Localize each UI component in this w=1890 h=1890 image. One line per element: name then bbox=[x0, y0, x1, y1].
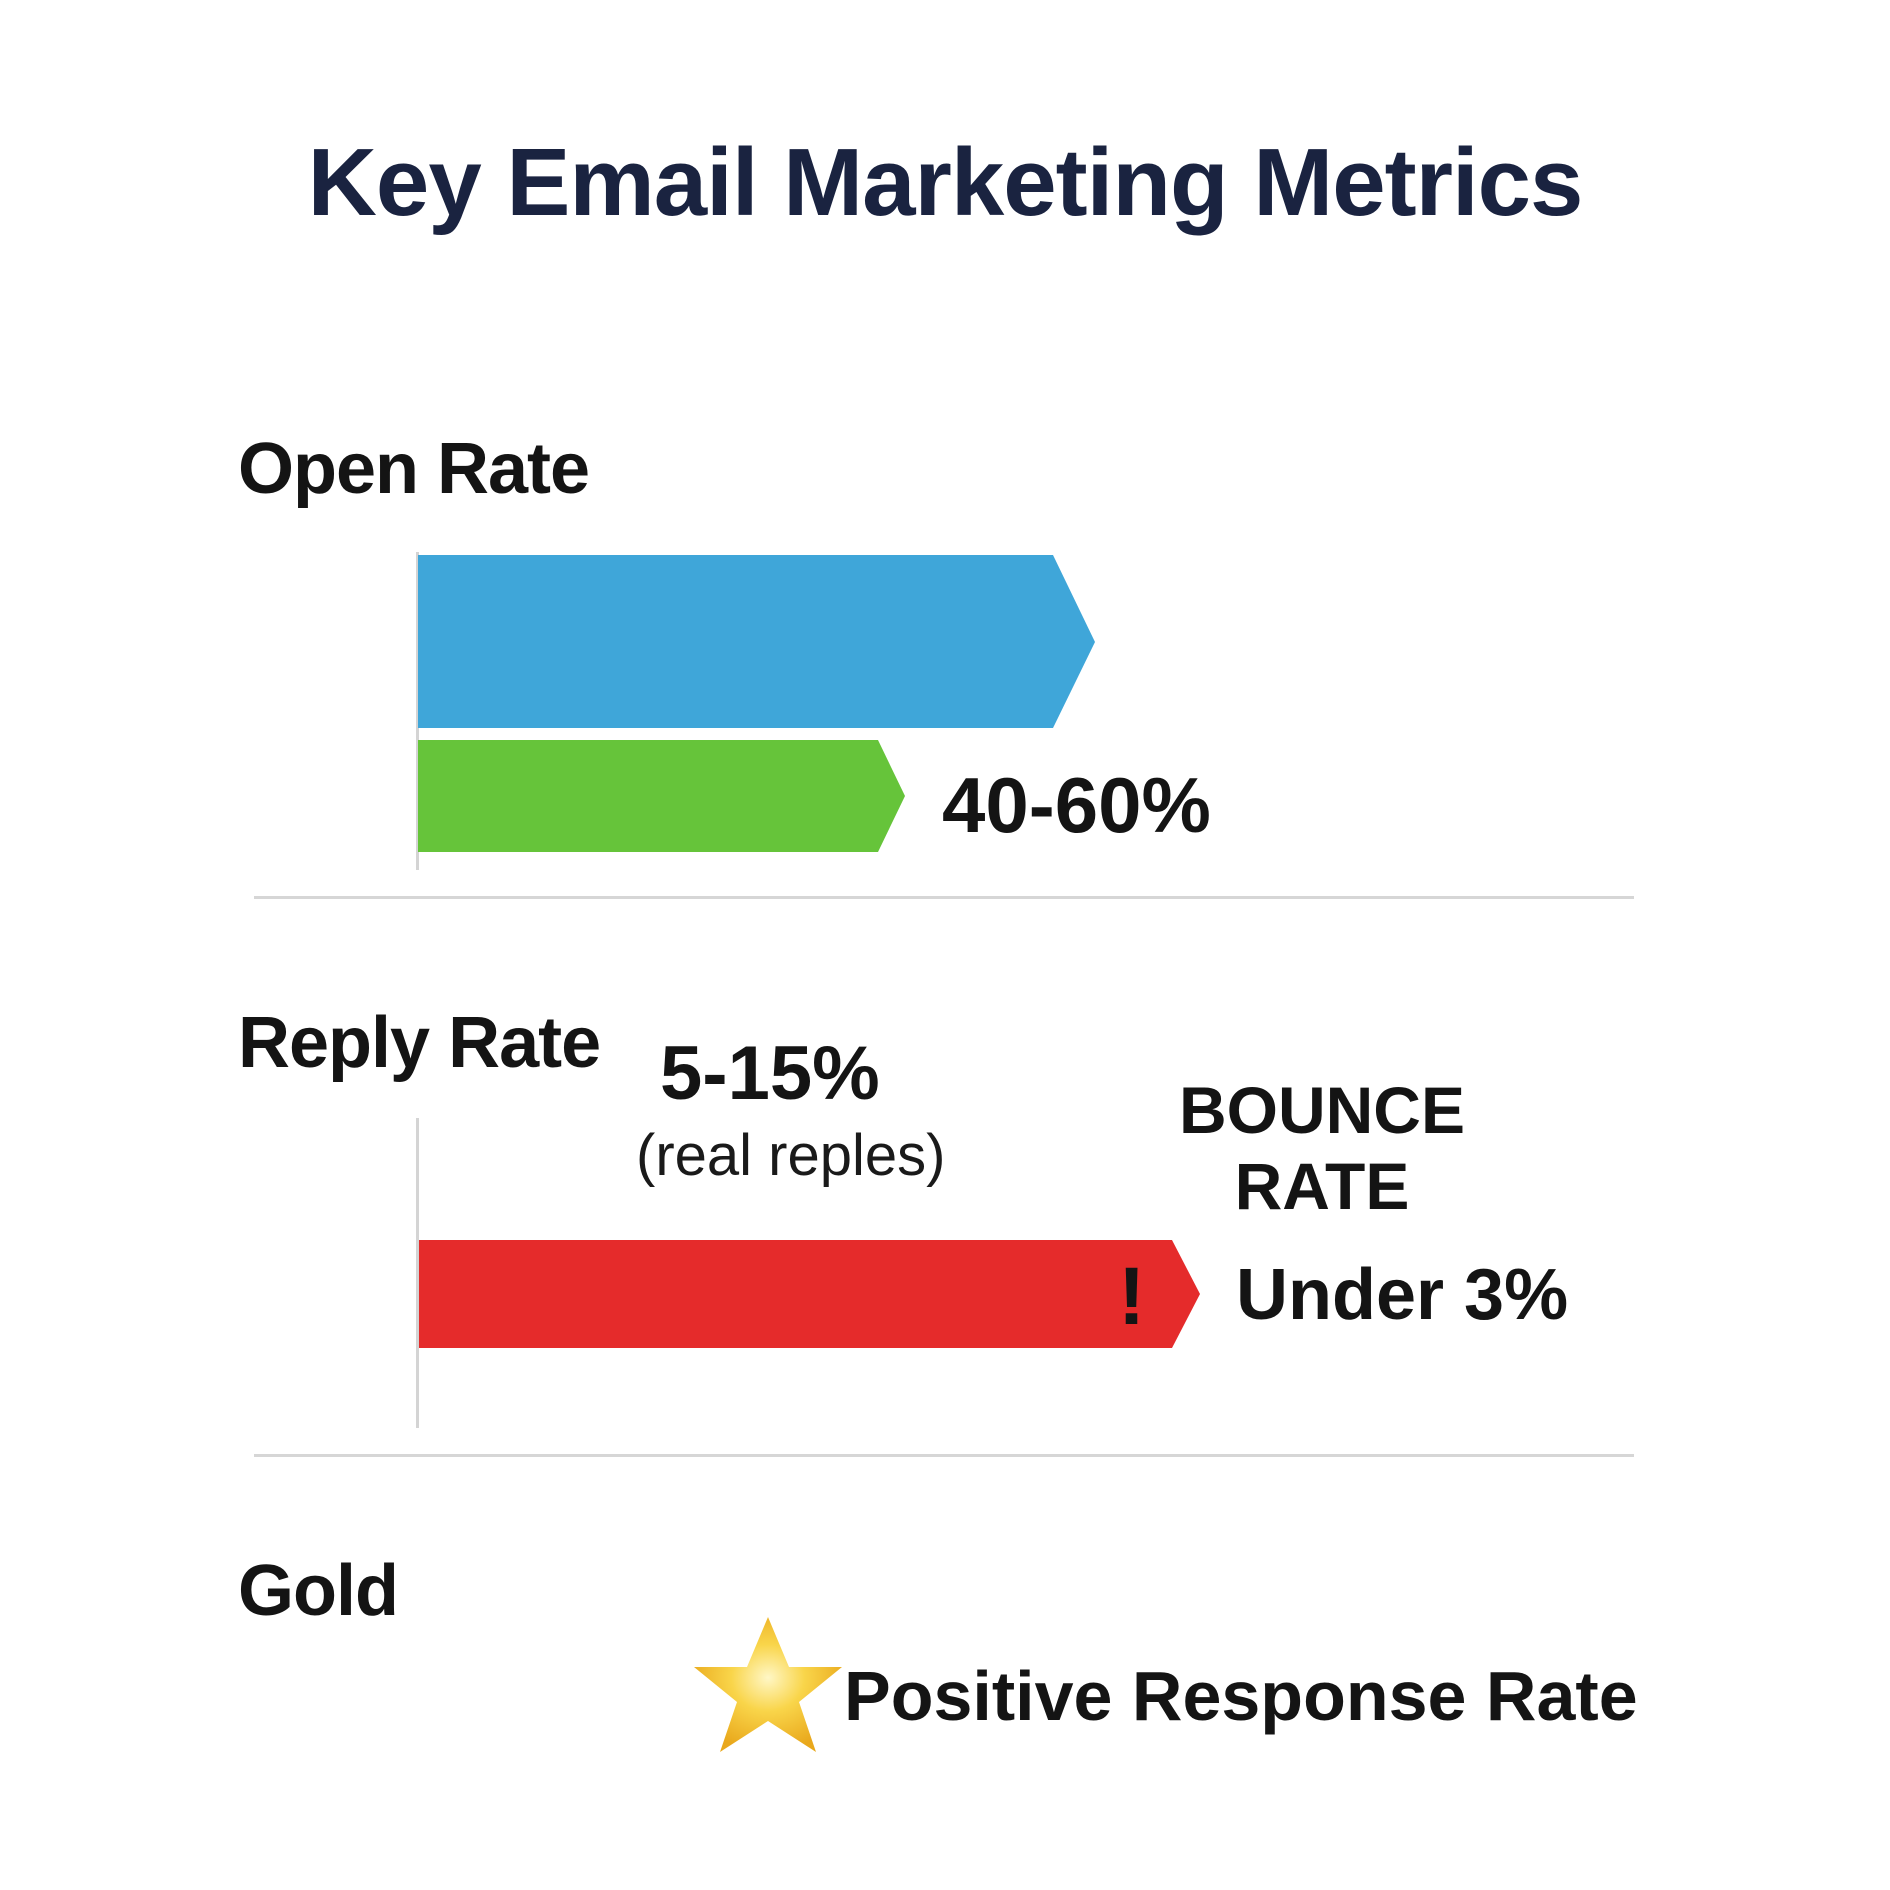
open-rate-bar-green bbox=[418, 740, 905, 852]
page-title: Key Email Marketing Metrics bbox=[307, 129, 1584, 236]
open-rate-bar-blue bbox=[418, 555, 1095, 728]
divider bbox=[254, 1454, 1634, 1457]
open-rate-axis bbox=[416, 552, 419, 870]
reply-rate-axis bbox=[416, 1118, 419, 1428]
open-rate-value: 40-60% bbox=[942, 761, 1211, 849]
open-rate-label: Open Rate bbox=[238, 429, 590, 509]
reply-rate-label: Reply Rate bbox=[238, 1003, 601, 1083]
reply-rate-value: 5-15% bbox=[660, 1031, 880, 1116]
alert-icon: ! bbox=[1118, 1251, 1146, 1342]
positive-response-label: Positive Response Rate bbox=[844, 1657, 1638, 1735]
reply-rate-note: (real reples) bbox=[636, 1123, 946, 1188]
bounce-rate-label: BOUNCE RATE bbox=[1172, 1072, 1472, 1224]
bounce-rate-bar-red bbox=[418, 1240, 1200, 1348]
bounce-rate-value: Under 3% bbox=[1236, 1255, 1569, 1335]
gold-label: Gold bbox=[238, 1551, 399, 1631]
divider bbox=[254, 896, 1634, 899]
bounce-rate-label-line1: BOUNCE bbox=[1178, 1073, 1465, 1147]
bounce-rate-label-line2: RATE bbox=[1234, 1149, 1410, 1223]
